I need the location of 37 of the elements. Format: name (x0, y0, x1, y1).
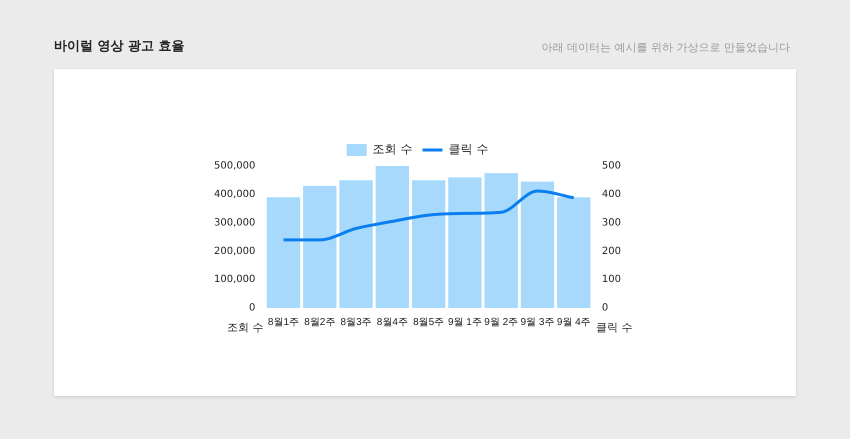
y2-axis-title: 클릭 수 (596, 320, 632, 334)
y-axis-title: 조회 수 (226, 320, 264, 334)
y2-tick-label: 300 (602, 217, 622, 228)
bar (412, 180, 446, 308)
y2-tick-label: 400 (602, 188, 622, 200)
y2-tick-label: 200 (602, 246, 622, 257)
x-tick-label: 9월 1주 (448, 316, 482, 328)
bar (448, 177, 482, 308)
y-tick-label: 400,000 (214, 188, 256, 200)
x-tick-label: 8월5주 (413, 316, 444, 328)
y2-tick-label: 100 (602, 274, 622, 286)
x-tick-label: 9월 4주 (556, 316, 591, 328)
y-tick-label: 200,000 (214, 246, 256, 257)
line-series (282, 189, 576, 242)
y-tick-label: 100,000 (214, 274, 256, 286)
y2-tick-label: 500 (602, 160, 622, 172)
x-tick-label: 9월 3주 (520, 316, 554, 328)
legend-label: 클릭 수 (448, 142, 488, 156)
bar (484, 173, 518, 308)
y-tick-label: 500,000 (214, 160, 256, 172)
x-tick-label: 8월3주 (340, 316, 372, 328)
y-tick-label: 0 (248, 302, 256, 314)
x-tick-label: 8월2주 (304, 316, 336, 328)
bar (339, 180, 373, 308)
bar (520, 182, 554, 308)
x-tick-label: 8월4주 (376, 316, 408, 328)
legend-label: 조회 수 (372, 142, 413, 156)
y-tick-label: 300,000 (214, 217, 256, 228)
y2-tick-label: 0 (602, 302, 608, 314)
bar (303, 186, 336, 308)
bar (557, 197, 590, 308)
x-tick-label: 9월 2주 (484, 316, 518, 328)
x-tick-label: 8월1주 (268, 316, 300, 328)
text: 바이럴 영상 광고 효율 (54, 38, 185, 55)
text: 아래 데이터는 예시를 위하 가상으로 만들었습니다 (542, 40, 790, 55)
bar (266, 197, 300, 308)
bar (376, 166, 410, 308)
